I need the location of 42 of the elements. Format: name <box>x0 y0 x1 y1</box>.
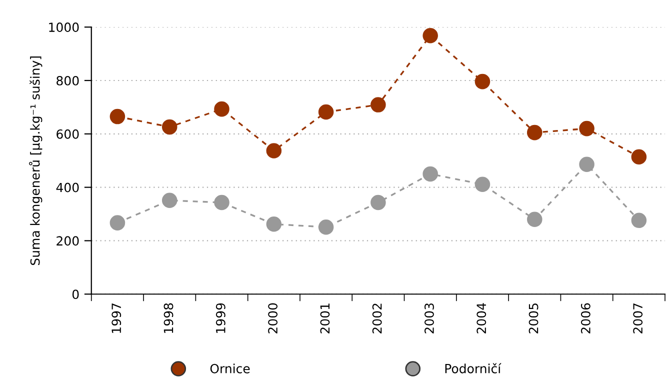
point <box>370 194 386 210</box>
x-tick-label: 2001 <box>320 304 330 334</box>
point <box>214 194 230 210</box>
x-tick-label: 2002 <box>372 304 382 334</box>
point <box>214 101 230 117</box>
point <box>579 120 594 136</box>
y-tick-label: 400 <box>56 182 79 192</box>
point <box>579 156 594 172</box>
point <box>526 212 542 227</box>
y-tick-label: 800 <box>56 76 79 86</box>
x-tick-label: 2005 <box>528 304 538 334</box>
point <box>266 143 282 158</box>
point <box>631 212 647 228</box>
x-tick-label: 1998 <box>164 303 174 333</box>
y-tick-label: 1000 <box>49 22 79 32</box>
x-tick-label: 2004 <box>476 303 486 334</box>
point <box>526 124 542 140</box>
point <box>474 74 490 90</box>
point <box>110 108 126 124</box>
x-tick-label: 2006 <box>580 303 590 334</box>
legend-label: Podorničí <box>445 363 502 374</box>
point <box>631 149 647 165</box>
legend-label: Ornice <box>210 364 250 374</box>
x-tick-label: 1997 <box>112 304 122 333</box>
x-tick-label: 2007 <box>633 304 643 334</box>
y-tick-label: 600 <box>56 129 79 139</box>
y-tick-label: 200 <box>56 236 79 246</box>
y-tick-label: 0 <box>72 290 79 300</box>
point <box>162 119 178 135</box>
point <box>110 215 126 230</box>
x-tick-label: 2003 <box>424 303 434 334</box>
y-axis-title: Suma kongenerů [µg.kg⁻¹ sušiny] <box>29 56 42 265</box>
point <box>370 97 386 112</box>
point <box>422 166 438 182</box>
point <box>474 176 490 192</box>
x-tick-label: 2000 <box>268 303 278 334</box>
point <box>266 216 282 232</box>
point <box>162 192 178 208</box>
point <box>318 219 334 235</box>
x-tick-label: 1999 <box>216 303 226 333</box>
point <box>318 104 334 120</box>
point <box>422 28 438 44</box>
